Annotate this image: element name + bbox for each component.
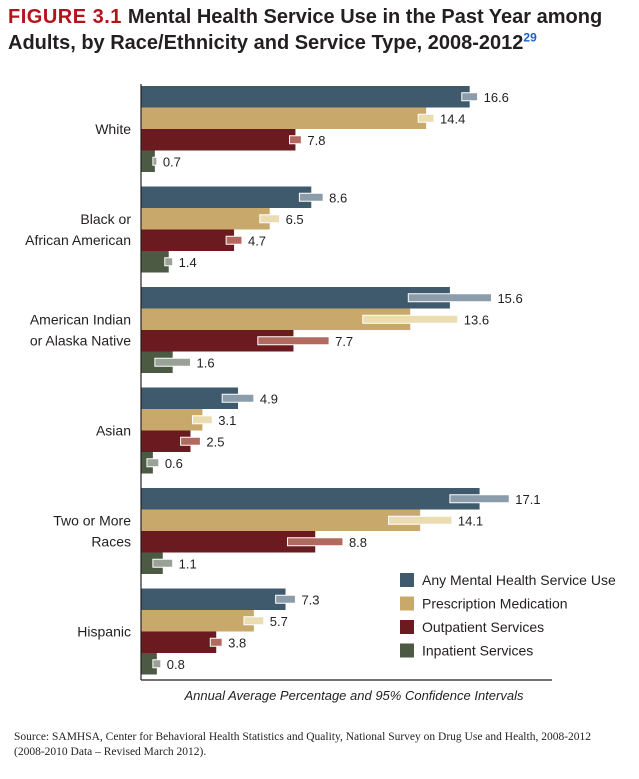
legend-swatch — [400, 643, 414, 658]
data-label: 5.7 — [270, 614, 288, 629]
category-label: Hispanic — [77, 624, 131, 640]
confidence-interval — [191, 415, 213, 425]
category-label: American Indian — [30, 312, 131, 328]
figure-label: FIGURE 3.1 — [8, 6, 122, 28]
category-label: Black or — [80, 211, 131, 227]
bar — [141, 186, 312, 208]
confidence-interval — [275, 594, 296, 604]
bar — [141, 330, 294, 352]
data-label: 4.9 — [260, 391, 278, 406]
data-label: 7.8 — [307, 133, 325, 148]
title-reference: 29 — [523, 30, 537, 45]
category-label: or Alaska Native — [30, 333, 131, 349]
data-label: 15.6 — [497, 291, 522, 306]
confidence-interval — [152, 156, 158, 166]
bar — [141, 129, 296, 151]
bar — [141, 387, 239, 409]
title-text-2: Adults, by Race/Ethnicity and Service Ty… — [8, 32, 524, 54]
data-label: 1.6 — [197, 355, 215, 370]
confidence-interval — [362, 314, 459, 324]
legend-label: Prescription Medication — [422, 596, 568, 612]
data-label: 7.3 — [301, 592, 319, 607]
data-label: 3.1 — [218, 413, 236, 428]
bar — [141, 610, 254, 632]
bar — [141, 488, 480, 510]
confidence-interval — [154, 357, 191, 367]
data-label: 8.6 — [329, 190, 347, 205]
confidence-interval — [388, 515, 453, 525]
legend-label: Inpatient Services — [422, 643, 533, 659]
bar — [141, 430, 191, 452]
bar — [141, 531, 316, 553]
data-label: 0.8 — [167, 657, 185, 672]
confidence-interval — [221, 393, 255, 403]
data-label: 2.5 — [206, 434, 224, 449]
bar — [141, 552, 163, 574]
data-label: 3.8 — [228, 635, 246, 650]
data-label: 14.1 — [458, 513, 483, 528]
confidence-interval — [287, 537, 344, 547]
data-label: 4.7 — [248, 233, 266, 248]
data-label: 1.4 — [179, 255, 197, 270]
confidence-interval — [417, 113, 435, 123]
title-line-2: Adults, by Race/Ethnicity and Service Ty… — [8, 30, 633, 56]
bar — [141, 208, 270, 230]
data-label: 7.7 — [335, 334, 353, 349]
legend-swatch — [400, 620, 414, 634]
confidence-interval — [152, 659, 162, 669]
data-label: 16.6 — [484, 90, 509, 105]
confidence-interval — [449, 494, 510, 504]
bar — [141, 150, 155, 172]
confidence-interval — [225, 235, 243, 245]
bar — [141, 653, 157, 675]
data-label: 14.4 — [440, 111, 465, 126]
category-label: White — [95, 121, 131, 137]
data-label: 0.7 — [163, 154, 181, 169]
bar — [141, 287, 450, 309]
confidence-interval — [152, 558, 174, 568]
confidence-interval — [164, 257, 174, 267]
bar — [141, 409, 203, 431]
bar — [141, 509, 421, 531]
bar — [141, 251, 169, 273]
title-line-1: FIGURE 3.1 Mental Health Service Use in t… — [8, 4, 633, 30]
confidence-interval — [289, 135, 302, 145]
category-label: African American — [25, 232, 131, 248]
confidence-interval — [180, 436, 201, 446]
confidence-interval — [209, 637, 223, 647]
data-label: 1.1 — [179, 556, 197, 571]
confidence-interval — [461, 92, 479, 102]
bar — [141, 107, 427, 129]
bar — [141, 229, 235, 251]
data-label: 6.5 — [286, 212, 304, 227]
confidence-interval — [243, 616, 265, 626]
data-label: 17.1 — [515, 492, 540, 507]
confidence-interval — [259, 214, 281, 224]
confidence-interval — [298, 192, 324, 202]
bar — [141, 588, 286, 610]
chart-title: FIGURE 3.1 Mental Health Service Use in t… — [8, 4, 633, 56]
confidence-interval — [146, 458, 160, 468]
category-label: Two or More — [53, 513, 131, 529]
legend-label: Outpatient Services — [422, 619, 544, 635]
confidence-interval — [407, 293, 492, 303]
data-label: 0.6 — [165, 456, 183, 471]
x-axis-title: Annual Average Percentage and 95% Confid… — [184, 688, 524, 703]
source-note: Source: SAMHSA, Center for Behavioral He… — [14, 731, 592, 758]
title-text-1: Mental Health Service Use in the Past Ye… — [127, 6, 603, 28]
legend-swatch — [400, 596, 414, 611]
legend-swatch — [400, 573, 414, 587]
data-label: 13.6 — [464, 312, 489, 327]
category-label: Asian — [96, 423, 131, 439]
legend-label: Any Mental Health Service Use — [422, 572, 616, 588]
confidence-interval — [257, 336, 330, 346]
bar — [141, 86, 470, 108]
bar — [141, 308, 411, 330]
bar — [141, 631, 217, 653]
data-label: 8.8 — [349, 535, 367, 550]
category-label: Races — [91, 534, 131, 550]
